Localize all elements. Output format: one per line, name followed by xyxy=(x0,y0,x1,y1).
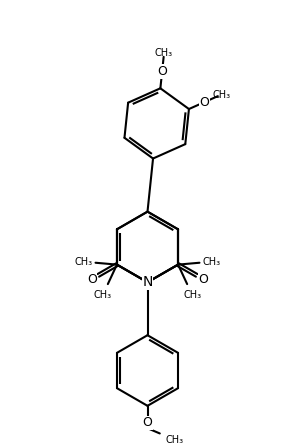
Text: O: O xyxy=(142,416,153,429)
Text: N: N xyxy=(142,275,153,289)
Text: CH₃: CH₃ xyxy=(202,257,220,267)
Text: CH₃: CH₃ xyxy=(94,290,112,300)
Text: CH₃: CH₃ xyxy=(165,435,183,445)
Text: CH₃: CH₃ xyxy=(212,90,230,99)
Text: O: O xyxy=(198,273,208,286)
Text: O: O xyxy=(199,95,209,109)
Text: O: O xyxy=(87,273,97,286)
Text: CH₃: CH₃ xyxy=(155,48,173,58)
Text: O: O xyxy=(157,65,167,78)
Text: CH₃: CH₃ xyxy=(183,290,201,300)
Text: CH₃: CH₃ xyxy=(75,257,93,267)
